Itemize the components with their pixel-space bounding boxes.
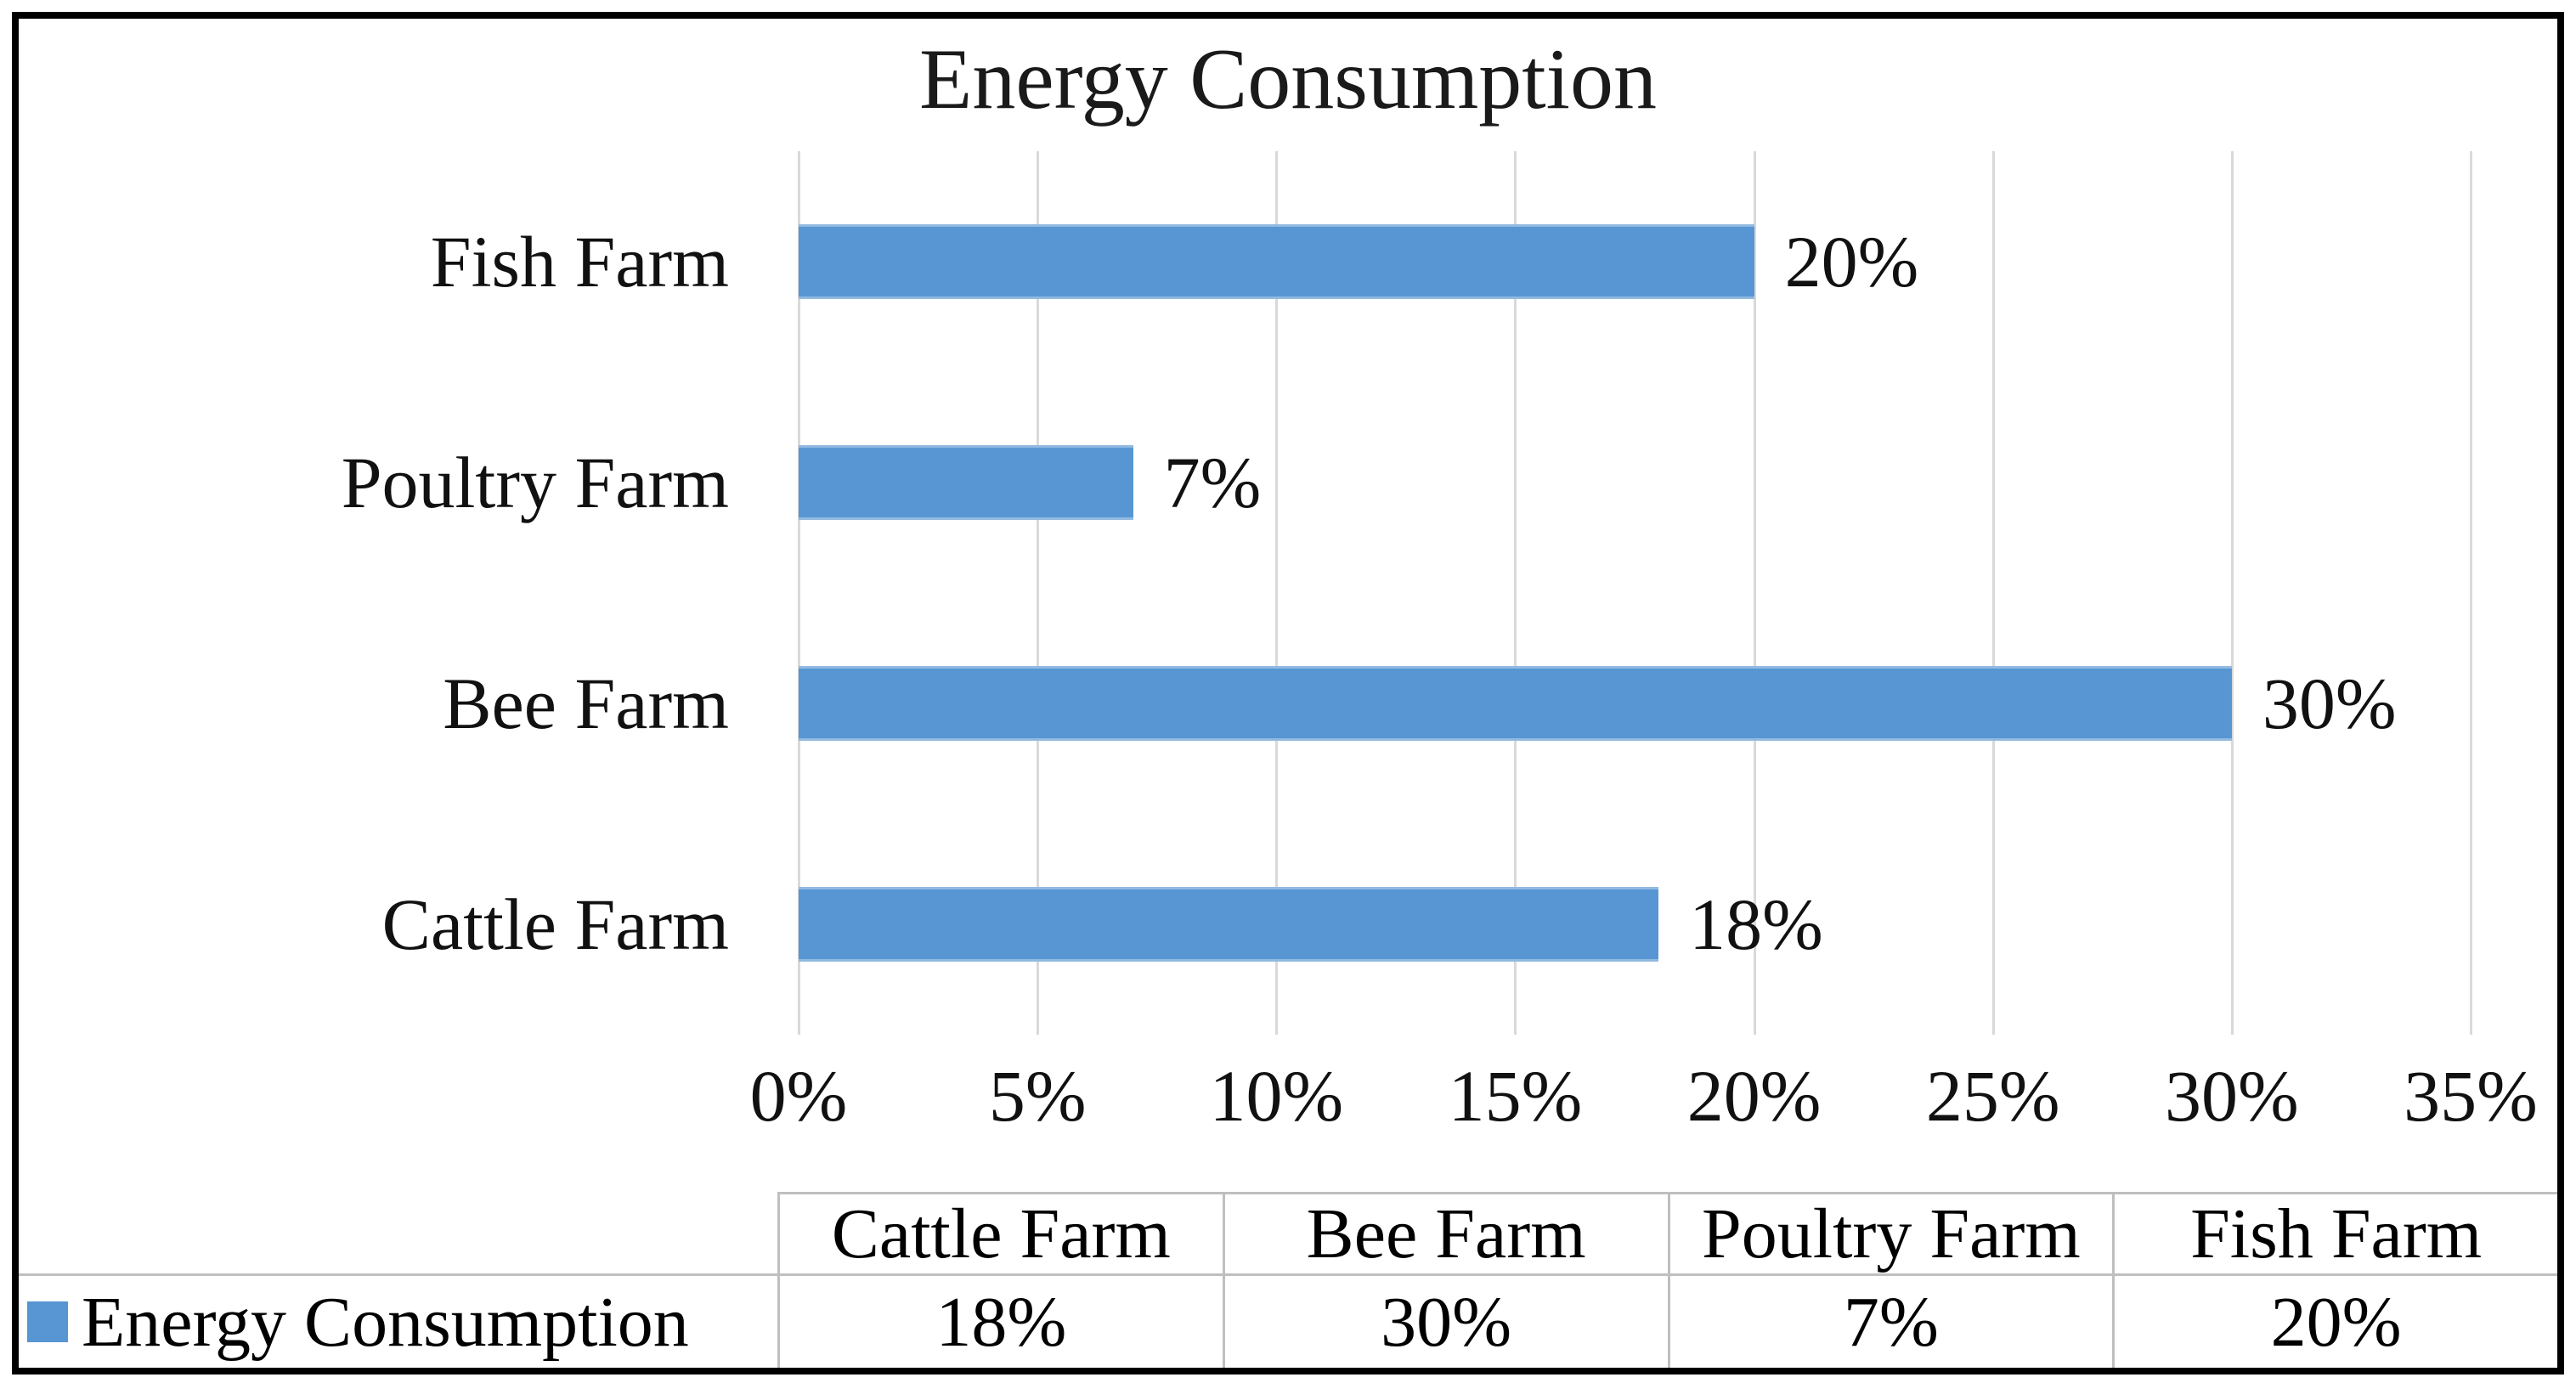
table-header-bee-farm: Bee Farm <box>1222 1192 1668 1273</box>
table-value-fish-farm: 20% <box>2112 1273 2557 1368</box>
bar-poultry-farm <box>799 445 1133 520</box>
gridline <box>1991 151 1995 1035</box>
bar-row-poultry-farm: Poultry Farm 7% <box>342 372 2471 593</box>
series-name: Energy Consumption <box>82 1282 689 1362</box>
table-value-cattle-farm: 18% <box>777 1273 1223 1368</box>
x-tick-label: 25% <box>1925 1055 2060 1137</box>
bar-cattle-farm <box>799 887 1659 962</box>
x-tick-label: 30% <box>2165 1055 2299 1137</box>
gridline <box>798 151 800 1035</box>
table-header-cattle-farm: Cattle Farm <box>777 1192 1223 1273</box>
gridline <box>1275 151 1279 1035</box>
data-label: 20% <box>1784 221 1919 302</box>
data-label: 30% <box>2262 663 2397 744</box>
gridline <box>2230 151 2234 1035</box>
category-label: Fish Farm <box>430 221 729 302</box>
gridline <box>1514 151 1517 1035</box>
data-table: Cattle Farm Bee Farm Poultry Farm Fish F… <box>19 1192 2557 1368</box>
x-tick-label: 20% <box>1686 1055 1822 1137</box>
table-corner-cell <box>19 1192 777 1273</box>
category-label: Bee Farm <box>443 663 729 744</box>
data-label: 7% <box>1163 442 1262 523</box>
x-tick-label: 5% <box>988 1055 1087 1137</box>
category-label: Poultry Farm <box>341 442 729 523</box>
x-tick-label: 35% <box>2404 1055 2538 1137</box>
bar-row-bee-farm: Bee Farm 30% <box>443 593 2471 814</box>
data-label: 18% <box>1689 883 1823 965</box>
x-axis: 0% 5% 10% 15% 20% 25% 30% 35% <box>750 1055 2538 1149</box>
bar-fish-farm <box>799 224 1754 299</box>
bar-row-cattle-farm: Cattle Farm 18% <box>382 814 2471 1035</box>
bar-bee-farm <box>799 666 2232 741</box>
table-header-poultry-farm: Poultry Farm <box>1667 1192 2113 1273</box>
table-row-label: Energy Consumption <box>19 1273 777 1368</box>
chart-title: Energy Consumption <box>919 31 1657 127</box>
table-header-fish-farm: Fish Farm <box>2112 1192 2557 1273</box>
gridline <box>2470 151 2472 1035</box>
x-tick-label: 15% <box>1448 1055 1583 1137</box>
gridline <box>1753 151 1756 1035</box>
category-label: Cattle Farm <box>381 883 729 965</box>
x-tick-label: 10% <box>1209 1055 1344 1137</box>
table-value-poultry-farm: 7% <box>1667 1273 2113 1368</box>
gridline <box>1037 151 1040 1035</box>
table-value-bee-farm: 30% <box>1222 1273 1668 1368</box>
plot-area: Fish Farm 20% Poultry Farm 7% Bee Farm 3… <box>342 151 2472 1035</box>
x-tick-label: 0% <box>749 1055 848 1137</box>
chart-frame: Energy Consumption Fish Farm 20% Poultry… <box>12 12 2564 1375</box>
bar-row-fish-farm: Fish Farm 20% <box>431 151 2471 372</box>
legend-marker-icon <box>27 1301 68 1342</box>
